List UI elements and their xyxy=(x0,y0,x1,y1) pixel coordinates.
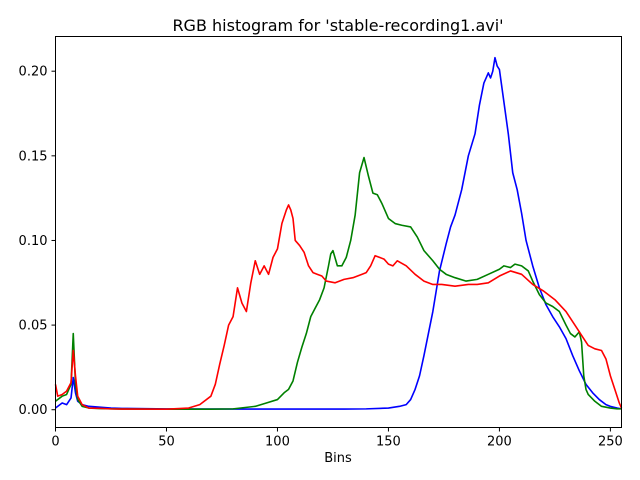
y-tick-label: 0.15 xyxy=(19,149,48,164)
x-tick-label: 50 xyxy=(158,435,175,450)
y-tick-label: 0.10 xyxy=(19,234,48,249)
series-layer xyxy=(54,56,623,411)
x-tick-label: 250 xyxy=(598,435,623,450)
y-tick-label: 0.05 xyxy=(19,319,48,334)
y-axis: 0.00 0.05 0.10 0.15 0.20 xyxy=(19,65,56,418)
x-tick-label: 100 xyxy=(265,435,290,450)
x-tick-label: 150 xyxy=(376,435,401,450)
x-axis: 0 50 100 150 200 250 xyxy=(51,427,623,450)
x-tick-label: 0 xyxy=(51,435,59,450)
series-line-2 xyxy=(54,204,623,411)
series-line-1 xyxy=(55,156,622,411)
plot-area xyxy=(55,36,622,428)
chart-title: RGB histogram for 'stable-recording1.avi… xyxy=(172,16,503,35)
x-axis-label: Bins xyxy=(324,451,352,466)
y-tick-label: 0.00 xyxy=(19,403,48,418)
x-tick-label: 200 xyxy=(487,435,512,450)
y-tick-label: 0.20 xyxy=(19,65,48,80)
series-line-0 xyxy=(55,56,622,410)
